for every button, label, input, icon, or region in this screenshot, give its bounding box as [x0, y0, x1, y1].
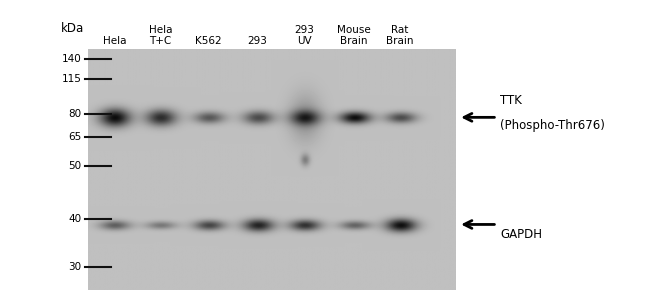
- Text: kDa: kDa: [61, 22, 84, 34]
- Text: Mouse
Brain: Mouse Brain: [337, 25, 371, 46]
- Text: 80: 80: [68, 109, 81, 119]
- Text: 293
UV: 293 UV: [294, 25, 314, 46]
- Text: Rat
Brain: Rat Brain: [386, 25, 413, 46]
- Text: 65: 65: [68, 132, 81, 142]
- Text: 140: 140: [62, 54, 81, 64]
- Text: 40: 40: [68, 214, 81, 225]
- Text: K562: K562: [195, 36, 222, 46]
- Text: (Phospho-Thr676): (Phospho-Thr676): [500, 119, 605, 132]
- Text: Hela
T+C: Hela T+C: [149, 25, 172, 46]
- Text: 115: 115: [61, 74, 81, 84]
- Text: TTK: TTK: [500, 94, 523, 107]
- Text: Hela: Hela: [103, 36, 126, 46]
- Text: GAPDH: GAPDH: [500, 228, 543, 241]
- Text: 293: 293: [248, 36, 268, 46]
- Text: 30: 30: [68, 262, 81, 273]
- Text: 50: 50: [68, 161, 81, 171]
